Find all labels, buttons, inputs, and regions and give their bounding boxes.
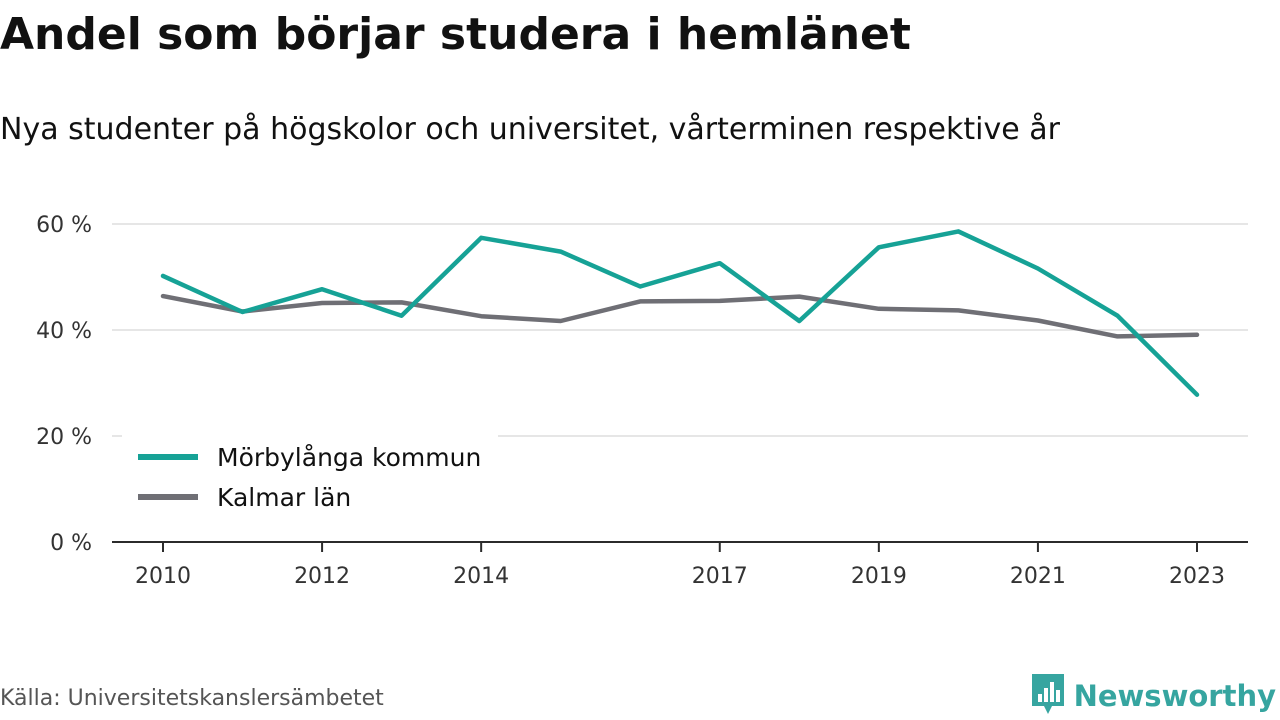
y-axis-ticks: 0 % 20 % 40 % 60 % — [36, 213, 92, 556]
series-line — [160, 229, 1200, 397]
legend-label: Mörbylånga kommun — [217, 443, 481, 472]
x-tick-label: 2023 — [1169, 564, 1225, 589]
x-tick-label: 2017 — [692, 564, 748, 589]
legend-label: Kalmar län — [217, 483, 351, 512]
legend: Mörbylånga kommun Kalmar län — [122, 433, 498, 521]
newsworthy-logo-icon — [1030, 672, 1066, 720]
chart-title: Andel som börjar studera i hemlänet — [0, 9, 911, 60]
brand-name: Newsworthy — [1073, 679, 1276, 713]
y-tick-label: 0 % — [50, 531, 92, 556]
x-tick-label: 2012 — [294, 564, 350, 589]
y-tick-label: 60 % — [36, 213, 92, 238]
x-tick-label: 2021 — [1010, 564, 1066, 589]
legend-background — [122, 433, 498, 521]
y-tick-label: 40 % — [36, 319, 92, 344]
x-tick-label: 2014 — [453, 564, 509, 589]
brand[interactable]: Newsworthy — [1030, 672, 1276, 720]
line-chart: 0 % 20 % 40 % 60 % 2010 2012 2014 2017 2019 2021… — [36, 213, 1248, 589]
x-tick-label: 2019 — [851, 564, 907, 589]
chart-subtitle: Nya studenter på högskolor och universit… — [0, 112, 1060, 147]
source-note: Källa: Universitetskanslersämbetet — [0, 686, 384, 711]
grid-lines — [112, 223, 1248, 543]
y-tick-label: 20 % — [36, 425, 92, 450]
series-lines — [160, 229, 1200, 397]
series-line — [160, 293, 1200, 339]
x-tick-label: 2010 — [135, 564, 191, 589]
x-axis-ticks: 2010 2012 2014 2017 2019 2021 2023 — [135, 542, 1225, 589]
